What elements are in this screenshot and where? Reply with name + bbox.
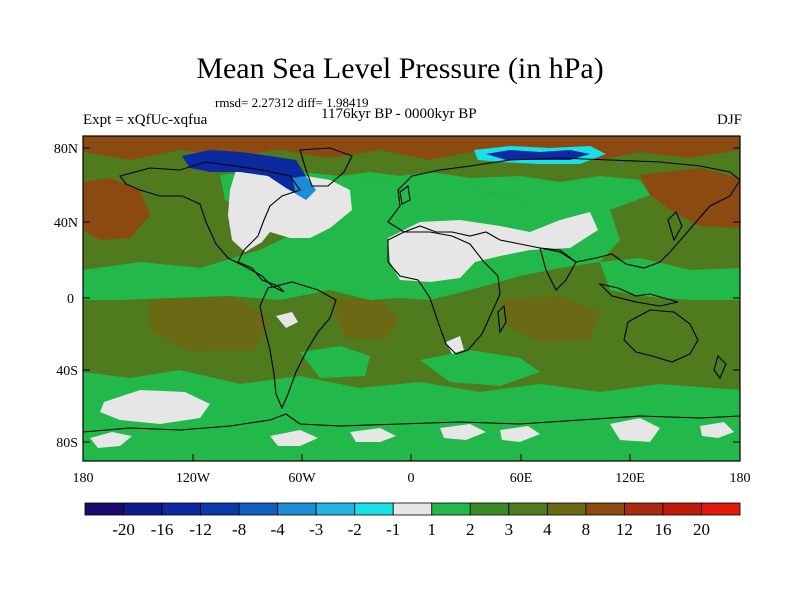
field-high-arctic bbox=[83, 136, 740, 160]
colorbar-swatch bbox=[392, 502, 433, 516]
field-high-siberia bbox=[640, 168, 740, 228]
field-near-zero-antarctic-7 bbox=[700, 422, 734, 438]
period-label: 1176kyr BP - 0000kyr BP bbox=[321, 106, 477, 122]
coast-uk bbox=[399, 185, 411, 205]
field-near-zero-antarctic-6 bbox=[610, 418, 660, 442]
lon-label: 180 bbox=[73, 471, 94, 486]
colorbar-label: 3 bbox=[505, 520, 514, 539]
colorbar-swatch bbox=[469, 502, 510, 516]
colorbar-label: -3 bbox=[309, 520, 323, 539]
colorbar-label: -12 bbox=[189, 520, 212, 539]
field-near-zero-antarctic-4 bbox=[440, 424, 486, 440]
lat-label: 0 bbox=[67, 292, 74, 307]
colorbar-swatch bbox=[315, 502, 356, 516]
field-high-south-pacific bbox=[150, 296, 270, 352]
coast-greenland bbox=[299, 147, 353, 187]
colorbar-label: -2 bbox=[348, 520, 362, 539]
colorbar-swatch bbox=[84, 502, 124, 516]
colorbar-swatch bbox=[701, 502, 741, 516]
colorbar-label: 12 bbox=[616, 520, 633, 539]
coast-madagascar bbox=[497, 304, 507, 334]
lon-label: 120W bbox=[176, 471, 211, 486]
experiment-label: Expt = xQfUc-xqfua bbox=[83, 112, 208, 128]
colorbar-label: 1 bbox=[428, 520, 437, 539]
coast-africa bbox=[387, 231, 501, 355]
lat-label: 80S bbox=[56, 436, 78, 451]
colorbar-swatch bbox=[277, 502, 317, 516]
coast-eurasia bbox=[387, 157, 740, 269]
coast-japan bbox=[667, 211, 683, 242]
field-low-arctic-east-core bbox=[486, 150, 590, 160]
field-near-zero-south-africa bbox=[446, 336, 464, 354]
colorbar: -20 -16 -12 -8 -4 -3 -2 -1 1 2 3 4 8 12 16 20 bbox=[84, 502, 741, 539]
field-near-zero-antarctic-1 bbox=[90, 432, 132, 448]
field-near-zero-africa-asia bbox=[388, 212, 598, 282]
field-near-zero-antarctic-2 bbox=[270, 430, 318, 446]
colorbar-swatch bbox=[161, 502, 201, 516]
lat-label: 80N bbox=[54, 142, 78, 157]
field-green-south-indian bbox=[420, 350, 540, 386]
lon-label: 180 bbox=[730, 471, 751, 486]
field-green-west-pacific bbox=[600, 258, 740, 300]
chart-title: Mean Sea Level Pressure (in hPa) bbox=[196, 52, 604, 85]
lon-label: 60W bbox=[288, 471, 316, 486]
lat-label: 40S bbox=[56, 364, 78, 379]
colorbar-label: 16 bbox=[654, 520, 671, 539]
axis-ticks bbox=[82, 147, 741, 461]
lat-label: 40N bbox=[54, 216, 78, 231]
field-plot bbox=[83, 136, 740, 461]
field-green-south-atlantic-2 bbox=[300, 346, 370, 378]
colorbar-swatch bbox=[624, 502, 664, 516]
coast-south-america bbox=[259, 281, 337, 410]
colorbar-label: -20 bbox=[112, 520, 135, 539]
field-near-zero-south-pacific bbox=[100, 390, 210, 424]
colorbar-label: 20 bbox=[693, 520, 710, 539]
colorbar-swatch bbox=[546, 502, 587, 516]
coast-india bbox=[539, 247, 577, 291]
colorbar-label: -4 bbox=[271, 520, 286, 539]
coast-antarctica bbox=[83, 413, 740, 433]
colorbar-swatch bbox=[123, 502, 163, 516]
colorbar-label: 4 bbox=[543, 520, 552, 539]
field-high-south-atlantic bbox=[330, 298, 400, 340]
season-label: DJF bbox=[716, 112, 742, 128]
field-high-indian bbox=[500, 296, 600, 342]
lon-label: 60E bbox=[510, 471, 533, 486]
coast-new-zealand bbox=[713, 354, 727, 380]
field-green-southern-band bbox=[83, 370, 740, 461]
field-near-zero-antarctic-5 bbox=[500, 426, 540, 442]
colorbar-swatch bbox=[585, 502, 625, 516]
colorbar-swatch bbox=[662, 502, 702, 516]
colorbar-swatch bbox=[508, 502, 548, 516]
colorbar-label: 8 bbox=[582, 520, 591, 539]
lon-label: 120E bbox=[615, 471, 645, 486]
colorbar-label: -8 bbox=[232, 520, 246, 539]
colorbar-swatch bbox=[238, 502, 279, 516]
colorbar-label: -1 bbox=[386, 520, 400, 539]
colorbar-label: -16 bbox=[151, 520, 174, 539]
stats-line: rmsd= 2.27312 diff= 1.98419 bbox=[215, 95, 369, 110]
colorbar-swatch bbox=[200, 502, 240, 516]
coast-se-asia-islands bbox=[598, 283, 679, 307]
coast-australia bbox=[623, 309, 699, 363]
field-near-zero-north-america bbox=[228, 168, 352, 252]
lon-label: 0 bbox=[408, 471, 415, 486]
field-low-greenland bbox=[182, 150, 306, 196]
colorbar-label: 2 bbox=[466, 520, 475, 539]
field-near-zero-east-pacific bbox=[276, 312, 298, 328]
coast-north-america bbox=[119, 161, 301, 293]
field-near-zero-antarctic-3 bbox=[350, 428, 396, 442]
field-green-tropics bbox=[83, 178, 620, 300]
field-high-pacific-north bbox=[83, 178, 150, 240]
colorbar-swatch bbox=[354, 502, 394, 516]
coastlines bbox=[83, 147, 740, 433]
colorbar-swatch bbox=[431, 502, 471, 516]
